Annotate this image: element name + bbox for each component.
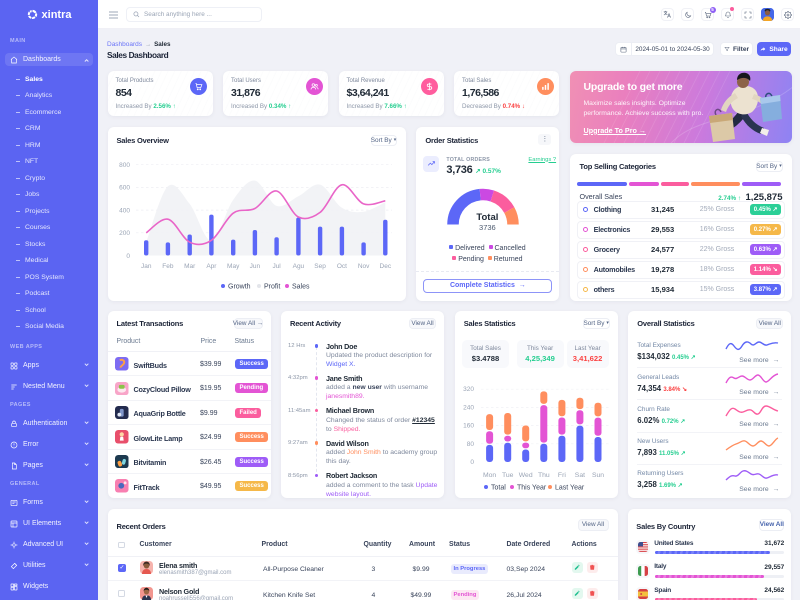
svg-text:Oct: Oct: [336, 263, 346, 270]
svg-text:800: 800: [119, 162, 130, 169]
svg-text:Total: Total: [491, 485, 506, 492]
svg-text:400: 400: [119, 207, 130, 214]
svg-text:Dec: Dec: [379, 263, 391, 270]
svg-text:Feb: Feb: [162, 263, 174, 270]
svg-text:Last Year: Last Year: [555, 485, 585, 492]
svg-text:0: 0: [126, 252, 130, 259]
svg-text:Profit: Profit: [264, 283, 280, 290]
svg-text:Sun: Sun: [592, 472, 604, 479]
svg-text:0: 0: [470, 459, 474, 466]
svg-text:Tue: Tue: [502, 472, 514, 479]
svg-text:Jul: Jul: [272, 263, 281, 270]
svg-text:Thu: Thu: [538, 472, 550, 479]
svg-text:May: May: [227, 263, 240, 270]
svg-text:Mon: Mon: [483, 472, 496, 479]
svg-text:240: 240: [463, 404, 474, 411]
svg-text:This Year: This Year: [517, 485, 547, 492]
svg-text:600: 600: [119, 184, 130, 191]
svg-text:320: 320: [463, 386, 474, 393]
svg-text:Sales: Sales: [292, 283, 310, 290]
svg-text:Sep: Sep: [314, 263, 326, 270]
svg-text:200: 200: [119, 230, 130, 237]
svg-text:Wed: Wed: [518, 472, 532, 479]
svg-text:160: 160: [463, 423, 474, 430]
svg-text:Apr: Apr: [206, 263, 217, 270]
svg-text:Jun: Jun: [249, 263, 260, 270]
svg-text:80: 80: [466, 441, 474, 448]
svg-text:Nov: Nov: [357, 263, 369, 270]
svg-text:Agu: Agu: [292, 263, 304, 270]
svg-text:Sat: Sat: [574, 472, 584, 479]
svg-text:Fri: Fri: [558, 472, 566, 479]
svg-text:Mar: Mar: [184, 263, 196, 270]
svg-text:Growth: Growth: [228, 283, 251, 290]
svg-text:Jan: Jan: [140, 263, 151, 270]
